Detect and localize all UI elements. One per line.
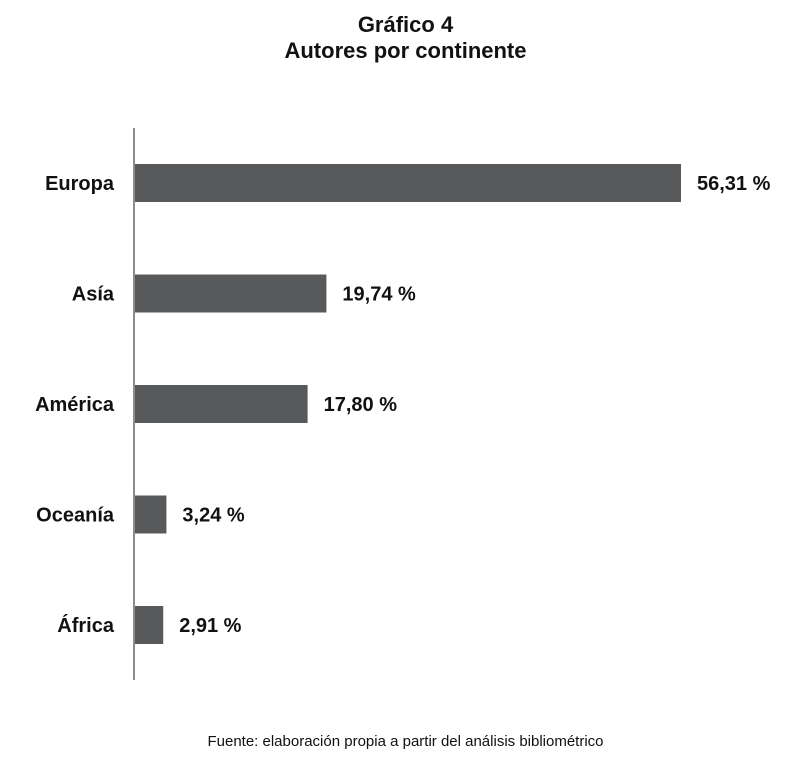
value-label-3: 3,24 % bbox=[182, 505, 244, 527]
value-label-1: 19,74 % bbox=[342, 284, 416, 306]
chart-title: Gráfico 4 bbox=[357, 12, 454, 37]
bar-1 bbox=[135, 274, 327, 313]
category-label-4: África bbox=[57, 614, 115, 637]
chart-title-block: Gráfico 4 Autores por continente bbox=[0, 12, 811, 64]
source-note: Fuente: elaboración propia a partir del … bbox=[207, 733, 604, 750]
value-label-4: 2,91 % bbox=[179, 615, 241, 637]
category-label-3: Oceanía bbox=[36, 505, 115, 527]
bar-3 bbox=[135, 495, 167, 534]
category-label-1: Asía bbox=[72, 284, 115, 306]
bar-2 bbox=[135, 385, 308, 423]
bar-0 bbox=[135, 164, 681, 202]
value-label-2: 17,80 % bbox=[324, 394, 398, 416]
chart-subtitle: Autores por continente bbox=[284, 38, 527, 63]
bar-4 bbox=[135, 606, 164, 644]
category-label-2: América bbox=[35, 394, 115, 416]
value-label-0: 56,31 % bbox=[697, 173, 771, 195]
category-label-0: Europa bbox=[45, 173, 115, 195]
